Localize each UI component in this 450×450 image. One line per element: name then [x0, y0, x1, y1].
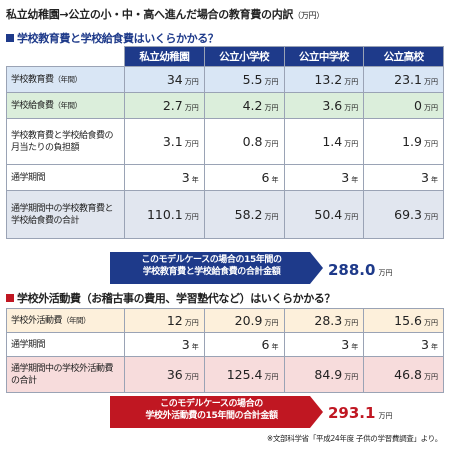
summary2-total: 293.1 万円 — [328, 404, 393, 422]
cell-value: 1.9 万円 — [363, 118, 444, 165]
school-costs-table: 私立幼稚園 公立小学校 公立中学校 公立高校 学校教育費（年間） 34 万円 5.… — [6, 46, 444, 239]
cell-value: 110.1 万円 — [124, 190, 205, 239]
title-unit: （万円） — [293, 11, 324, 20]
cell-value: 46.8 万円 — [363, 356, 444, 393]
cell-value: 58.2 万円 — [203, 190, 285, 239]
extracurricular-costs-table: 学校外活動費（年間） 12 万円 20.9 万円 28.3 万円 15.6 万円 通学期… — [6, 308, 444, 393]
table-row: 学校教育費（年間） 34 万円 5.5 万円 13.2 万円 23.1 万円 — [6, 66, 444, 93]
section-marker-icon — [6, 34, 14, 42]
cell-value: 34 万円 — [124, 66, 205, 93]
cell-value: 36 万円 — [124, 356, 205, 393]
table-row: 学校外活動費（年間） 12 万円 20.9 万円 28.3 万円 15.6 万円 — [6, 308, 444, 333]
row-label: 学校外活動費（年間） — [6, 308, 125, 333]
cell-value: 20.9 万円 — [203, 308, 285, 333]
cell-value: 84.9 万円 — [283, 356, 365, 393]
section1-heading: 学校教育費と学校給食費はいくらかかる？ — [6, 30, 219, 46]
row-label: 学校教育費（年間） — [6, 66, 125, 93]
cell-value: 0.8 万円 — [203, 118, 285, 165]
row-label: 通学期間 — [6, 332, 125, 357]
cell-value: 4.2 万円 — [203, 92, 285, 119]
summary1-banner: このモデルケースの場合の15年間の 学校教育費と学校給食費の合計金額 — [110, 252, 323, 284]
cell-value: 13.2 万円 — [283, 66, 365, 93]
source-note: ※文部科学省「平成24年度 子供の学習費調査」より。 — [266, 434, 442, 443]
cell-value: 3.6 万円 — [283, 92, 365, 119]
cell-value: 1.4 万円 — [283, 118, 365, 165]
cell-value: 28.3 万円 — [283, 308, 365, 333]
summary1-total: 288.0 万円 — [328, 261, 393, 279]
summary2-banner: このモデルケースの場合の 学校外活動費の15年間の合計金額 — [110, 396, 323, 428]
cell-value: 23.1 万円 — [363, 66, 444, 93]
cell-value: 5.5 万円 — [203, 66, 285, 93]
table-row: 通学期間中の学校外活動費の合計 36 万円 125.4 万円 84.9 万円 46.8… — [6, 356, 444, 393]
table-row: 学校給食費（年間） 2.7 万円 4.2 万円 3.6 万円 0 万円 — [6, 92, 444, 119]
table-row: 学校教育費と学校給食費の月当たりの負担額 3.1 万円 0.8 万円 1.4 万円 1… — [6, 118, 444, 165]
col-header: 私立幼稚園 — [124, 46, 205, 67]
cell-value: 15.6 万円 — [363, 308, 444, 333]
cell-value: 2.7 万円 — [124, 92, 205, 119]
section-marker-icon — [6, 294, 14, 302]
table-header-row: 私立幼稚園 公立小学校 公立中学校 公立高校 — [6, 46, 444, 67]
row-label: 学校給食費（年間） — [6, 92, 125, 119]
row-label: 通学期間中の学校外活動費の合計 — [6, 356, 125, 393]
cell-value: 0 万円 — [363, 92, 444, 119]
col-header: 公立中学校 — [283, 46, 365, 67]
col-header: 公立高校 — [363, 46, 444, 67]
section2-heading: 学校外活動費（お稽古事の費用、学習塾代など）はいくらかかる？ — [6, 290, 335, 306]
col-header: 公立小学校 — [203, 46, 285, 67]
table-row: 通学期間中の学校教育費と学校給食費の合計 110.1 万円 58.2 万円 50.4… — [6, 190, 444, 239]
row-label: 学校教育費と学校給食費の月当たりの負担額 — [6, 118, 125, 165]
cell-value: 69.3 万円 — [363, 190, 444, 239]
cell-value: 3.1 万円 — [124, 118, 205, 165]
row-label: 通学期間中の学校教育費と学校給食費の合計 — [6, 190, 125, 239]
cell-value: 50.4 万円 — [283, 190, 365, 239]
row-label: 通学期間 — [6, 164, 125, 191]
page-title: 私立幼稚園→公立の小・中・高へ進んだ場合の教育費の内訳（万円） — [6, 8, 324, 21]
cell-value: 12 万円 — [124, 308, 205, 333]
cell-value: 125.4 万円 — [203, 356, 285, 393]
